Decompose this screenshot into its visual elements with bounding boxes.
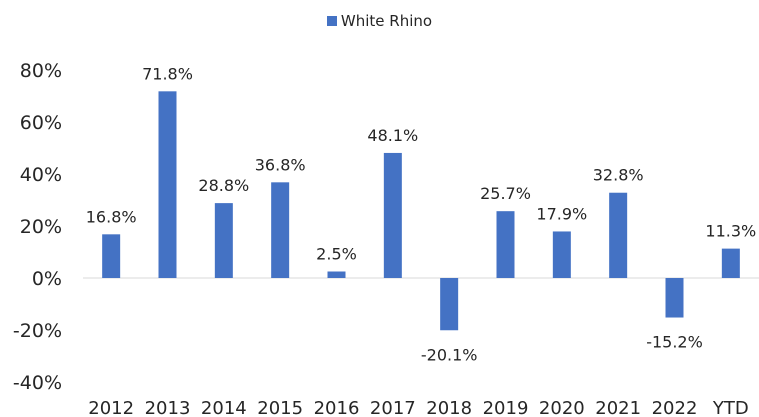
y-tick-label: 80% (20, 60, 62, 82)
data-label: 16.8% (86, 207, 137, 226)
x-tick-label: 2019 (483, 398, 529, 417)
bar (327, 271, 346, 278)
data-label: 48.1% (367, 126, 418, 145)
y-tick-label: 60% (20, 112, 62, 134)
bar (214, 203, 233, 278)
data-label: -20.1% (421, 345, 478, 364)
x-tick-label: 2018 (426, 398, 472, 417)
x-tick-label: 2012 (88, 398, 134, 417)
y-tick-label: 0% (32, 268, 62, 290)
bar (552, 231, 571, 278)
x-tick-label: 2016 (314, 398, 360, 417)
bar (609, 192, 628, 278)
chart-legend: White Rhino (0, 12, 759, 30)
data-label: 36.8% (255, 155, 306, 174)
data-label: 2.5% (316, 245, 357, 264)
y-tick-label: -20% (13, 320, 62, 342)
data-label: 28.8% (198, 176, 249, 195)
x-tick-label: 2015 (257, 398, 303, 417)
bar (440, 278, 459, 331)
x-tick-label: 2014 (201, 398, 247, 417)
bar (383, 152, 402, 278)
x-tick-label: 2021 (595, 398, 641, 417)
y-tick-label: 40% (20, 164, 62, 186)
x-tick-label: 2013 (145, 398, 191, 417)
bar (665, 278, 684, 318)
data-label: -15.2% (646, 333, 703, 352)
data-label: 11.3% (705, 222, 756, 241)
bar (158, 91, 177, 278)
legend-label: White Rhino (340, 12, 433, 30)
bar (102, 234, 121, 278)
data-label: 25.7% (480, 184, 531, 203)
data-label: 71.8% (142, 64, 193, 83)
x-tick-label: 2022 (652, 398, 698, 417)
bar (721, 248, 740, 278)
x-tick-label: 2020 (539, 398, 585, 417)
data-label: 32.8% (593, 166, 644, 185)
x-tick-label: YTD (712, 398, 749, 417)
y-tick-label: 20% (20, 216, 62, 238)
y-tick-label: -40% (13, 372, 62, 394)
legend-swatch (326, 16, 337, 26)
bar (496, 211, 515, 278)
bar (271, 182, 290, 278)
x-tick-label: 2017 (370, 398, 416, 417)
data-label: 17.9% (536, 204, 587, 223)
